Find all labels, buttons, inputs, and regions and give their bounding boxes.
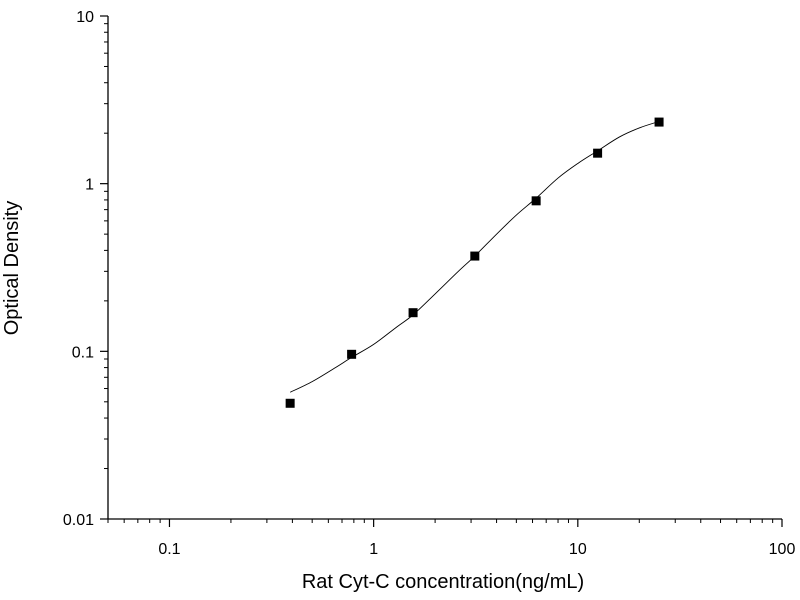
x-tick-label: 10: [569, 541, 587, 558]
y-tick-label: 1: [85, 177, 94, 194]
data-point: [654, 117, 664, 127]
data-point: [470, 251, 480, 261]
data-point: [347, 349, 357, 359]
data-point: [531, 196, 541, 206]
data-point: [285, 398, 295, 408]
x-tick-label: 100: [769, 541, 796, 558]
x-tick-label: 0.1: [158, 541, 180, 558]
y-tick-label: 0.01: [63, 512, 94, 529]
axes: 0.1 1 10 100 0.01 0.1 1 10: [63, 9, 796, 558]
y-axis-label: Optical Density: [1, 201, 23, 336]
y-tick-label: 10: [76, 9, 94, 26]
data-point: [593, 148, 603, 158]
data-point: [408, 308, 418, 318]
x-axis-label: Rat Cyt-C concentration(ng/mL): [302, 571, 584, 593]
x-tick-label: 1: [369, 541, 378, 558]
y-tick-label: 0.1: [72, 344, 94, 361]
data-points-layer: [285, 117, 664, 408]
